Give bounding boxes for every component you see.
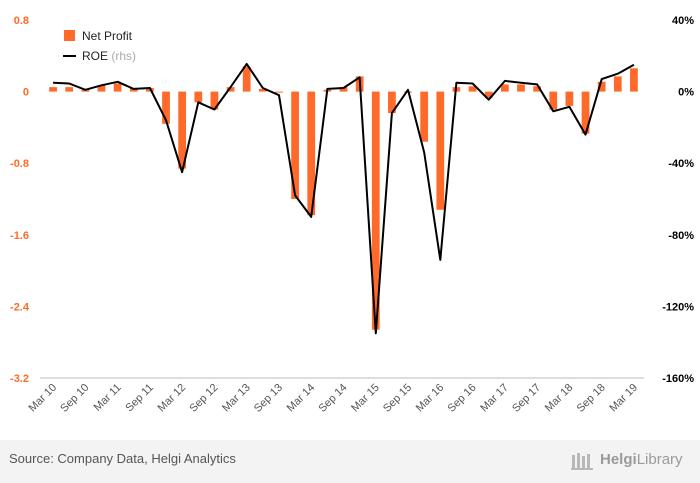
roe-line — [53, 62, 635, 335]
x-tick-label: Sep 14 — [316, 382, 349, 415]
x-tick-label: Mar 12 — [156, 382, 189, 415]
brand-logo: HelgiLibrary — [600, 451, 683, 468]
bar — [275, 91, 283, 93]
x-tick-label: Mar 16 — [414, 382, 447, 415]
bar — [533, 86, 541, 92]
legend-label-roe-suffix: (rhs) — [111, 49, 136, 63]
bar — [49, 87, 57, 92]
x-tick-label: Mar 10 — [26, 382, 59, 415]
bar — [162, 91, 170, 124]
legend-swatch-net-profit — [64, 30, 75, 41]
x-tick-label: Mar 13 — [220, 382, 253, 415]
bar — [613, 76, 622, 92]
bar — [291, 91, 299, 199]
x-tick-label: Mar 17 — [478, 382, 511, 415]
x-tick-label: Mar 15 — [349, 382, 382, 415]
bar — [339, 87, 348, 92]
bar — [210, 91, 219, 110]
x-tick-label: Sep 18 — [575, 382, 608, 415]
library-icon — [571, 453, 593, 470]
bar — [307, 91, 316, 216]
bar — [113, 83, 122, 92]
bar — [549, 91, 558, 110]
bar — [65, 87, 74, 92]
y-left-tick-label: -0.8 — [10, 158, 29, 170]
source-note: Source: Company Data, Helgi Analytics — [9, 451, 236, 466]
y-right-tick-label: -40% — [668, 158, 694, 170]
y-right-tick-label: -120% — [662, 301, 694, 313]
bar — [468, 86, 477, 92]
x-tick-label: Sep 12 — [187, 382, 220, 415]
bar — [436, 91, 445, 210]
bar — [226, 87, 235, 92]
x-tick-label: Mar 19 — [607, 382, 640, 415]
bar — [371, 91, 380, 330]
bar — [597, 81, 606, 92]
bar — [258, 88, 267, 92]
y-right-tick-label: -160% — [662, 373, 694, 385]
y-left-tick-label: -1.6 — [10, 230, 29, 242]
y-left-tick-label: -3.2 — [10, 373, 29, 385]
y-right-tick-label: 0% — [678, 87, 694, 99]
x-tick-label: Mar 14 — [285, 382, 318, 415]
x-tick-label: Sep 15 — [381, 382, 414, 415]
y-left-tick-label: 0.8 — [14, 15, 29, 27]
x-tick-label: Sep 11 — [123, 382, 156, 415]
x-tick-label: Mar 11 — [92, 382, 124, 414]
x-tick-label: Sep 10 — [58, 382, 91, 415]
bar — [484, 91, 493, 98]
bar — [420, 91, 429, 142]
x-tick-label: Mar 18 — [543, 382, 576, 415]
bar — [500, 84, 509, 92]
x-tick-label: Sep 16 — [446, 382, 479, 415]
legend-label-roe: ROE (rhs) — [82, 49, 136, 63]
bar — [581, 91, 590, 134]
x-tick-label: Sep 17 — [510, 382, 543, 415]
bar — [178, 91, 187, 169]
y-left-tick-label: -2.4 — [10, 301, 30, 313]
y-left-tick-label: 0 — [23, 87, 29, 99]
legend-label-net-profit: Net Profit — [82, 29, 133, 43]
bar — [630, 68, 638, 92]
bar — [565, 91, 574, 106]
x-tick-label: Sep 13 — [252, 382, 285, 415]
chart: 0.8 0 -0.8 -1.6 -2.4 -3.2 40% 0% -40% -80% -120% -1… — [10, 15, 694, 415]
bar — [388, 91, 396, 114]
y-right-tick-label: 40% — [672, 15, 694, 27]
y-right-tick-label: -80% — [668, 230, 694, 242]
bar — [194, 91, 203, 103]
bar — [97, 85, 106, 92]
bar — [517, 84, 525, 92]
bar — [242, 66, 251, 92]
